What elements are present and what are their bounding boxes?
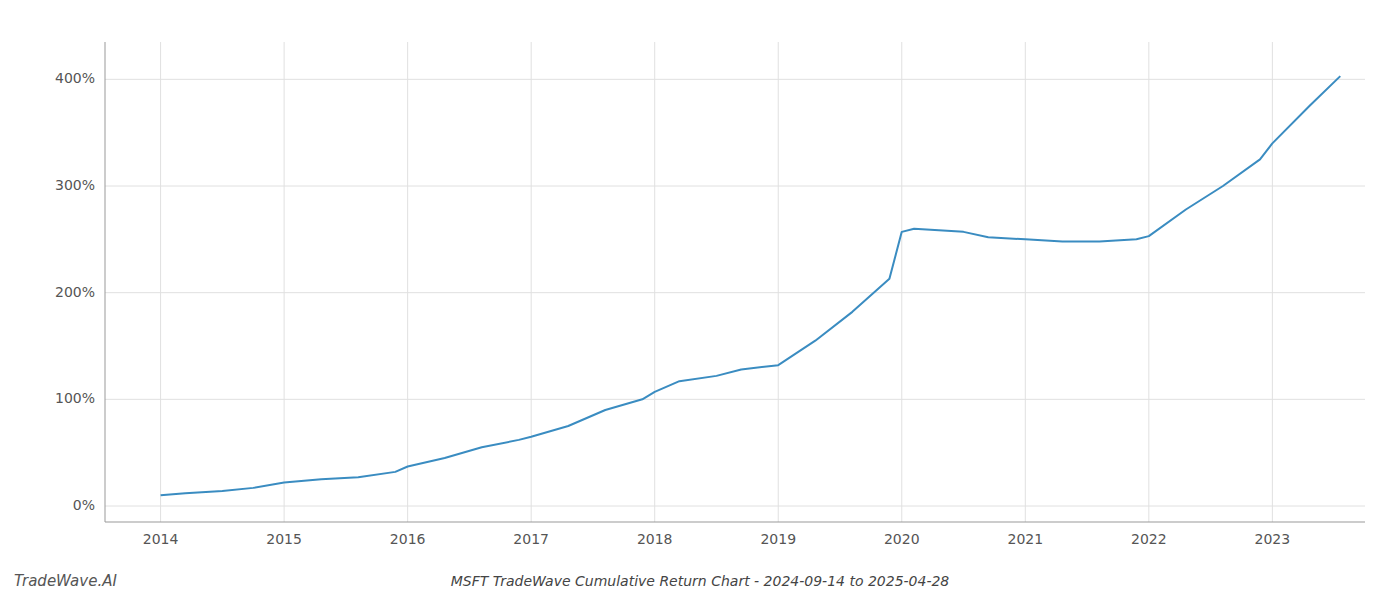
x-tick-label: 2019 bbox=[760, 531, 796, 547]
axes: 0% 100% 200% 300% 400% 2014 2015 2016 2017 2018 20… bbox=[55, 42, 1365, 547]
watermark: TradeWave.AI bbox=[14, 572, 117, 590]
x-grid-line bbox=[1272, 42, 1273, 522]
x-tick-label: 2020 bbox=[884, 531, 920, 547]
data-line bbox=[161, 76, 1341, 495]
x-tick-label: 2018 bbox=[637, 531, 673, 547]
y-grid-line bbox=[105, 506, 1365, 507]
x-grid-line bbox=[407, 42, 408, 522]
x-tick-label: 2015 bbox=[266, 531, 302, 547]
x-grid-line bbox=[1148, 42, 1149, 522]
y-tick-label: 200% bbox=[55, 284, 95, 300]
x-tick-label: 2021 bbox=[1007, 531, 1043, 547]
y-tick-label: 300% bbox=[55, 177, 95, 193]
y-grid-line bbox=[105, 399, 1365, 400]
x-grid-line bbox=[901, 42, 902, 522]
x-grid-line bbox=[1025, 42, 1026, 522]
y-tick-label: 100% bbox=[55, 390, 95, 406]
plot-area bbox=[161, 76, 1341, 495]
x-grid-line bbox=[654, 42, 655, 522]
title: MSFT TradeWave Cumulative Return Chart -… bbox=[451, 573, 950, 589]
x-tick-label: 2014 bbox=[143, 531, 179, 547]
grid bbox=[105, 42, 1365, 522]
x-tick-label: 2016 bbox=[390, 531, 426, 547]
y-tick-label: 400% bbox=[55, 70, 95, 86]
y-axis-line bbox=[105, 42, 106, 522]
x-tick-label: 2023 bbox=[1255, 531, 1291, 547]
x-grid-line bbox=[160, 42, 161, 522]
x-tick-label: 2022 bbox=[1131, 531, 1167, 547]
chart: 0% 100% 200% 300% 400% 2014 2015 2016 2017 2018 20… bbox=[0, 0, 1400, 600]
y-grid-line bbox=[105, 79, 1365, 80]
y-tick-label: 0% bbox=[73, 497, 95, 513]
x-grid-line bbox=[284, 42, 285, 522]
x-tick-label: 2017 bbox=[513, 531, 549, 547]
x-grid-line bbox=[531, 42, 532, 522]
x-grid-line bbox=[778, 42, 779, 522]
y-grid-line bbox=[105, 186, 1365, 187]
x-axis-line bbox=[105, 522, 1365, 523]
y-grid-line bbox=[105, 292, 1365, 293]
